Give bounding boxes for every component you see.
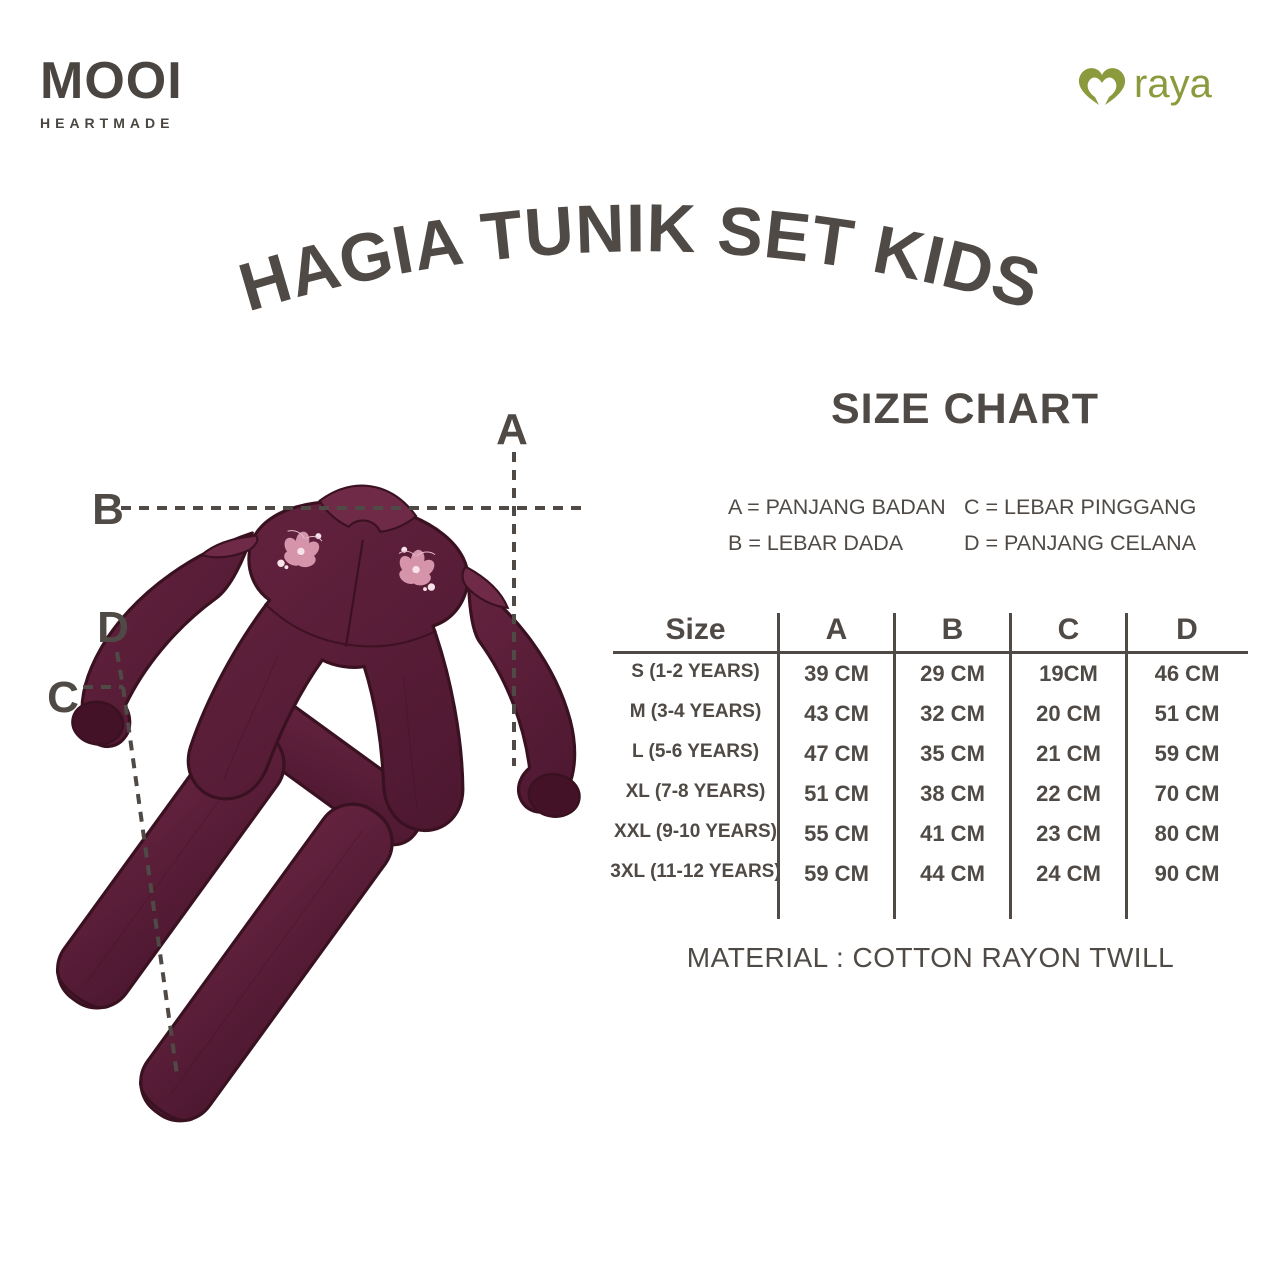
svg-text:HAGIA TUNIK SET KIDS: HAGIA TUNIK SET KIDS	[231, 190, 1049, 326]
